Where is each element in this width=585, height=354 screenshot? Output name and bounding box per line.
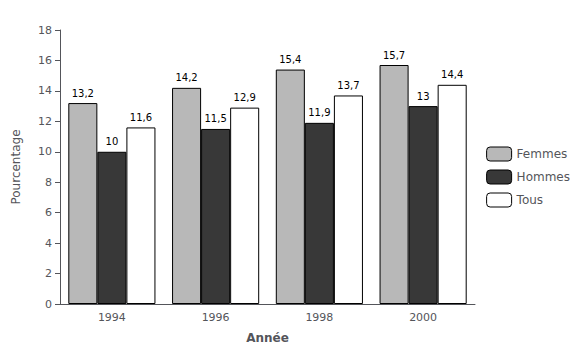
svg-text:6: 6 — [45, 206, 52, 219]
svg-text:Pourcentage: Pourcentage — [9, 129, 23, 204]
svg-text:10: 10 — [106, 136, 119, 147]
svg-text:11,5: 11,5 — [204, 113, 226, 124]
svg-text:8: 8 — [45, 176, 52, 189]
svg-text:Tous: Tous — [516, 193, 544, 207]
svg-text:Femmes: Femmes — [517, 147, 568, 161]
svg-text:1998: 1998 — [305, 311, 333, 324]
svg-text:2: 2 — [45, 267, 52, 280]
svg-text:12: 12 — [38, 115, 52, 128]
svg-text:15,7: 15,7 — [383, 50, 405, 61]
svg-text:10: 10 — [38, 145, 52, 158]
svg-text:0: 0 — [45, 298, 52, 311]
svg-text:1994: 1994 — [98, 311, 126, 324]
svg-text:Hommes: Hommes — [517, 170, 570, 184]
svg-text:18: 18 — [38, 24, 52, 37]
svg-text:13: 13 — [417, 91, 430, 102]
svg-text:4: 4 — [45, 237, 52, 250]
svg-text:16: 16 — [38, 54, 52, 67]
svg-text:1996: 1996 — [202, 311, 230, 324]
svg-text:15,4: 15,4 — [279, 54, 301, 65]
svg-text:13,2: 13,2 — [72, 88, 94, 99]
svg-text:14: 14 — [38, 84, 52, 97]
svg-text:11,9: 11,9 — [308, 107, 330, 118]
svg-text:13,7: 13,7 — [337, 80, 359, 91]
svg-text:Année: Année — [246, 331, 289, 345]
svg-text:12,9: 12,9 — [234, 92, 256, 103]
svg-text:2000: 2000 — [409, 311, 437, 324]
svg-text:11,6: 11,6 — [130, 112, 152, 123]
svg-text:14,4: 14,4 — [441, 69, 463, 80]
svg-text:14,2: 14,2 — [175, 72, 197, 83]
